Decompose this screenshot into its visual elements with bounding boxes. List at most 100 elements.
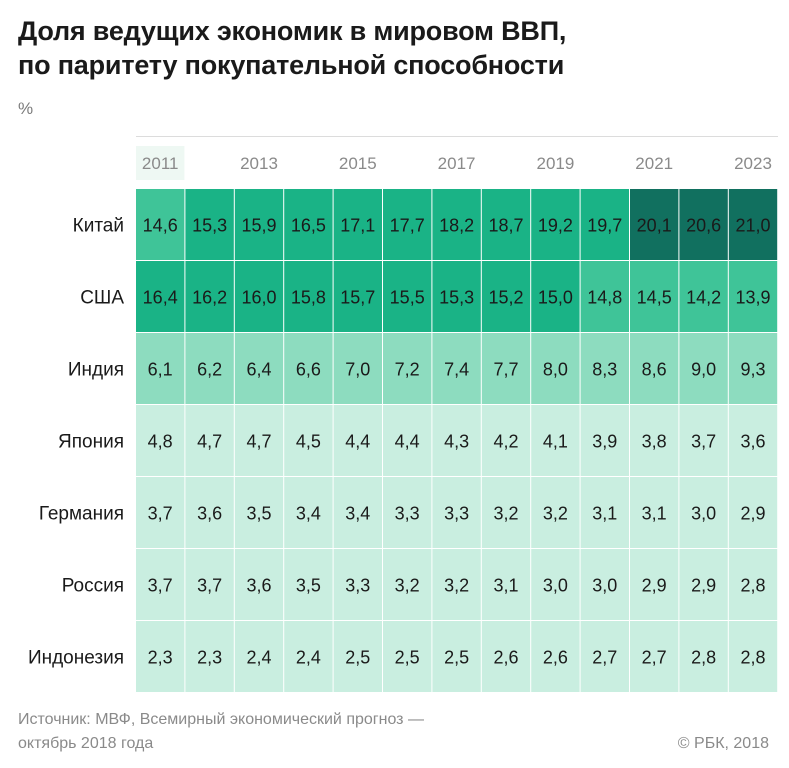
cell-value-label: 15,3: [192, 216, 227, 236]
cell-value-label: 2,5: [395, 648, 420, 668]
cell-value-label: 2,5: [444, 648, 469, 668]
copyright: © РБК, 2018: [677, 735, 769, 752]
heatmap-cell: [432, 261, 481, 332]
heatmap-cell: [234, 549, 284, 620]
cell-value-label: 3,4: [296, 504, 321, 524]
heatmap-cell: [531, 261, 580, 332]
row-label: США: [80, 288, 124, 309]
cell-value-label: 15,7: [340, 288, 375, 308]
heatmap-cell: [333, 477, 382, 548]
heatmap-cell: [185, 549, 234, 620]
cell-value-label: 7,0: [345, 360, 370, 380]
row-label: Китай: [73, 216, 124, 237]
heatmap-cell: [333, 189, 382, 260]
cell-value-label: 18,2: [439, 216, 474, 236]
heatmap-cell: [136, 261, 185, 332]
cell-value-label: 2,9: [691, 576, 716, 596]
year-header-cell-first: [136, 146, 185, 180]
heatmap-cell: [333, 549, 382, 620]
row-label: Япония: [58, 432, 124, 453]
cell-value-label: 15,8: [291, 288, 326, 308]
heatmap-cell: [481, 621, 531, 692]
heatmap-cell: [136, 477, 185, 548]
cell-value-label: 2,8: [691, 648, 716, 668]
heatmap-cell: [531, 477, 580, 548]
x-tick-label: 2021: [635, 154, 673, 173]
cell-value-label: 17,7: [390, 216, 425, 236]
heatmap-cell: [284, 405, 333, 476]
cell-value-label: 2,3: [197, 648, 222, 668]
cell-value-label: 15,9: [241, 216, 276, 236]
cell-value-label: 16,5: [291, 216, 326, 236]
heatmap-cell: [679, 333, 728, 404]
cell-value-label: 14,2: [686, 288, 721, 308]
cell-value-label: 3,7: [691, 432, 716, 452]
cell-value-label: 13,9: [735, 288, 770, 308]
heatmap-cell: [580, 333, 629, 404]
cell-value-label: 15,2: [488, 288, 523, 308]
cell-value-label: 2,6: [543, 648, 568, 668]
heatmap-cell: [185, 405, 234, 476]
cell-value-label: 2,7: [642, 648, 667, 668]
cell-value-label: 18,7: [488, 216, 523, 236]
heatmap-cell: [333, 621, 382, 692]
heatmap-cell: [481, 477, 531, 548]
heatmap-cell: [679, 549, 728, 620]
heatmap-cell: [728, 261, 778, 332]
cell-value-label: 16,4: [143, 288, 178, 308]
heatmap-cell: [679, 477, 728, 548]
cell-value-label: 3,7: [148, 504, 173, 524]
cell-value-label: 14,5: [637, 288, 672, 308]
cell-value-label: 3,6: [197, 504, 222, 524]
cell-value-label: 16,0: [241, 288, 276, 308]
source-line-1: Источник: МВФ, Всемирный экономический п…: [18, 711, 424, 728]
heatmap-cell: [383, 477, 432, 548]
cell-value-label: 4,1: [543, 432, 568, 452]
heatmap-cell: [136, 621, 185, 692]
heatmap-cell: [580, 405, 629, 476]
heatmap-cell: [728, 189, 778, 260]
cell-value-label: 3,0: [592, 576, 617, 596]
unit-label: %: [18, 99, 34, 118]
cell-value-label: 19,7: [587, 216, 622, 236]
cell-value-label: 14,8: [587, 288, 622, 308]
cell-value-label: 3,2: [444, 576, 469, 596]
heatmap-cell: [531, 333, 580, 404]
cell-value-label: 4,7: [197, 432, 222, 452]
cell-value-label: 8,0: [543, 360, 568, 380]
cell-value-label: 2,5: [345, 648, 370, 668]
x-tick-label: 2019: [536, 154, 574, 173]
cell-value-label: 4,4: [395, 432, 420, 452]
cell-value-label: 15,3: [439, 288, 474, 308]
cell-value-label: 4,8: [148, 432, 173, 452]
x-tick-label: 2017: [438, 154, 476, 173]
cell-value-label: 2,8: [740, 576, 765, 596]
cell-value-label: 9,0: [691, 360, 716, 380]
heatmap-cell: [234, 333, 284, 404]
heatmap-cell: [432, 549, 481, 620]
cell-value-label: 14,6: [143, 216, 178, 236]
x-tick-label: 2015: [339, 154, 377, 173]
cell-value-label: 3,1: [592, 504, 617, 524]
cell-value-label: 3,7: [148, 576, 173, 596]
cell-value-label: 3,5: [246, 504, 271, 524]
cell-value-label: 2,8: [740, 648, 765, 668]
heatmap-cell: [630, 405, 679, 476]
heatmap-cell: [679, 405, 728, 476]
heatmap-cell: [185, 477, 234, 548]
heatmap-cell: [580, 477, 629, 548]
heatmap-cell: [383, 189, 432, 260]
cell-value-label: 2,3: [148, 648, 173, 668]
heatmap-cell: [383, 333, 432, 404]
cell-value-label: 4,3: [444, 432, 469, 452]
cell-value-label: 3,3: [395, 504, 420, 524]
heatmap-cell: [185, 189, 234, 260]
cell-value-label: 4,4: [345, 432, 370, 452]
heatmap-cell: [185, 261, 234, 332]
cell-value-label: 6,2: [197, 360, 222, 380]
heatmap-cell: [284, 333, 333, 404]
heatmap-cell: [630, 189, 679, 260]
row-label: Германия: [39, 504, 124, 525]
cell-value-label: 8,3: [592, 360, 617, 380]
source-line-2: октябрь 2018 года: [18, 735, 154, 752]
